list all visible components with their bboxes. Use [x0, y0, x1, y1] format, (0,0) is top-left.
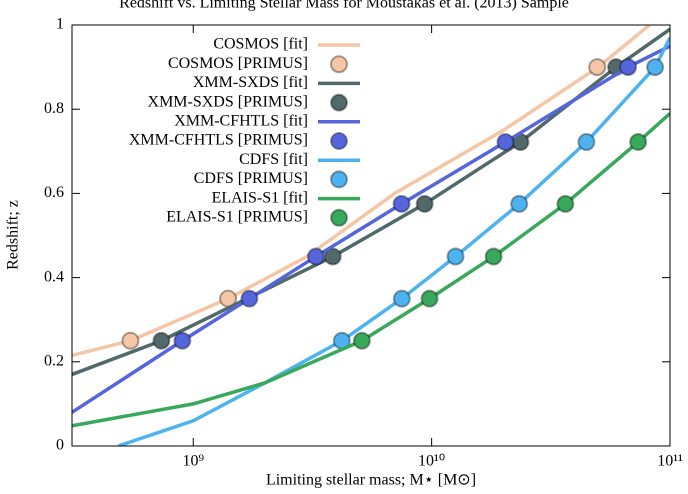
data-point — [577, 133, 596, 152]
data-point — [173, 331, 192, 350]
legend-marker — [330, 208, 348, 227]
legend-marker — [330, 55, 348, 74]
legend-label: CDFS [fit] — [239, 151, 308, 168]
data-point — [484, 247, 503, 266]
y-tick-label: 0.8 — [44, 100, 64, 117]
data-point — [121, 331, 140, 350]
legend-label: ELAIS-S1 [PRIMUS] — [166, 208, 308, 225]
x-tick-label: 10¹¹ — [657, 453, 683, 470]
legend-label: XMM-CFHTLS [PRIMUS] — [129, 132, 308, 149]
legend-label: ELAIS-S1 [fit] — [212, 189, 308, 206]
data-point — [152, 331, 171, 350]
y-tick-label: 0.4 — [44, 268, 64, 285]
y-tick-label: 0 — [56, 437, 64, 454]
data-point — [646, 58, 665, 77]
y-tick-label: 0.6 — [44, 184, 64, 201]
data-point — [588, 58, 607, 77]
legend-label: CDFS [PRIMUS] — [194, 170, 308, 187]
y-axis-label: Redshift; z — [5, 200, 22, 270]
legend-marker — [330, 170, 348, 189]
data-point — [352, 331, 371, 350]
data-point — [556, 194, 575, 213]
fit-line — [72, 44, 670, 414]
legend-marker — [330, 132, 348, 150]
data-point — [619, 58, 638, 77]
data-point — [323, 247, 342, 266]
x-axis-label: Limiting stellar mass; M⋆ [M⊙] — [266, 472, 476, 489]
fit-line — [72, 25, 651, 358]
data-point — [629, 133, 648, 152]
x-tick-label: 10⁹ — [182, 453, 204, 470]
y-tick-label: 0.2 — [44, 352, 64, 369]
data-point — [392, 289, 411, 308]
x-tick-label: 10¹⁰ — [418, 453, 445, 470]
legend-label: XMM-SXDS [PRIMUS] — [148, 93, 308, 110]
y-tick-label: 1 — [56, 16, 64, 33]
fit-line — [72, 112, 670, 428]
legend-label: XMM-SXDS [fit] — [193, 74, 308, 91]
legend-label: COSMOS [fit] — [213, 36, 308, 53]
data-point — [496, 133, 515, 152]
data-point — [415, 194, 434, 213]
legend-label: XMM-CFHTLS [fit] — [174, 112, 308, 129]
fit-line — [117, 36, 670, 446]
plot-frame — [71, 24, 671, 447]
legend-label: COSMOS [PRIMUS] — [168, 55, 308, 72]
data-point — [420, 289, 439, 308]
legend-marker — [330, 93, 348, 112]
chart-title: Redshift vs. Limiting Stellar Mass for M… — [119, 0, 569, 12]
data-point — [240, 289, 259, 308]
data-point — [306, 247, 325, 266]
data-point — [392, 194, 411, 213]
data-point — [510, 194, 529, 213]
data-point — [446, 247, 465, 266]
